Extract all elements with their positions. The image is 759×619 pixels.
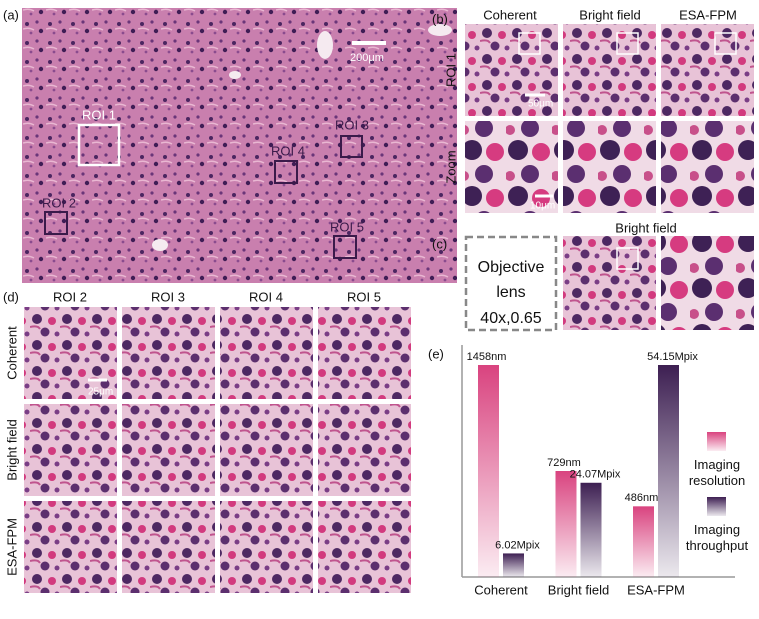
layout [22,8,754,593]
objective-text: lens [496,284,525,301]
value-label: 729nm [547,457,581,469]
panel-title: Bright field [615,220,676,235]
roi-label: ROI 1 [82,107,116,122]
value-label: 486nm [625,492,659,504]
row-header: ESA-FPM [4,518,19,576]
legend-swatch [707,497,726,516]
column-header: Coherent [483,7,537,22]
value-label: 6.02Mpix [495,539,540,551]
roi-label: ROI 4 [271,143,305,158]
column-header: ESA-FPM [679,7,737,22]
column-header: Bright field [579,7,640,22]
value-label: 24.07Mpix [570,469,621,481]
roi-label: ROI 3 [335,117,369,132]
x-tick-label: Bright field [548,582,609,597]
bar [555,471,577,577]
scale-bar-label: 200μm [350,52,384,64]
roi-box [44,211,68,235]
roi-box [333,235,357,259]
row-header: Bright field [4,419,19,480]
panel-label: (a) [3,7,19,22]
bar [478,365,499,577]
bar [503,553,524,577]
roi-box [340,135,363,158]
column-header: ROI 5 [347,289,381,304]
overview-image [22,8,457,283]
roi-label: ROI 2 [42,195,76,210]
value-label: 54.15Mpix [647,351,698,363]
bar [633,506,654,577]
scale-bar-label: 25μm [88,387,113,398]
legend-label: Imaging resolution [688,457,746,488]
objective-text: 40x,0.65 [480,310,541,327]
column-header: ROI 4 [249,289,283,304]
roi-box [274,160,298,184]
legend-label: Imaging throughput [685,522,749,553]
panel-label: (d) [3,289,19,304]
roi-box [77,123,121,167]
legend-swatch [707,432,726,451]
bar [580,482,602,577]
row-header: Coherent [4,326,19,380]
roi-label: ROI 5 [330,219,364,234]
value-label: 1458nm [467,351,507,363]
scale-bar-label: 50μm [528,99,553,110]
scale-bar-label: 10μm [530,201,555,212]
row-header: Zoom [443,150,458,183]
x-tick-label: Coherent [474,582,528,597]
column-header: ROI 2 [53,289,87,304]
x-tick-label: ESA-FPM [627,582,685,597]
row-header: ROI 1 [443,53,458,87]
column-header: ROI 3 [151,289,185,304]
panel-label: (e) [428,346,444,361]
panel-label: (b) [432,11,448,26]
bar [658,365,679,577]
objective-text: Objective [478,259,545,276]
panel-label: (c) [432,236,447,251]
